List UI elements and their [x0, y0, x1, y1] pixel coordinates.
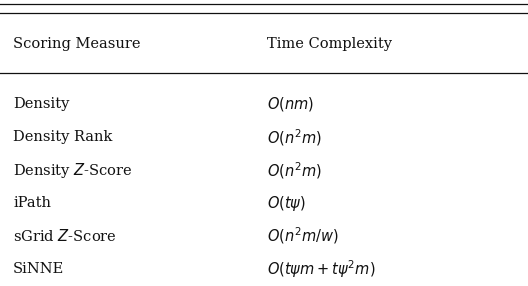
Text: Density $Z$-Score: Density $Z$-Score — [13, 161, 133, 180]
Text: $O(n^2m/w)$: $O(n^2m/w)$ — [267, 226, 338, 246]
Text: $O(n^2m)$: $O(n^2m)$ — [267, 160, 322, 180]
Text: Time Complexity: Time Complexity — [267, 37, 392, 51]
Text: $O(t\psi m + t\psi^2 m)$: $O(t\psi m + t\psi^2 m)$ — [267, 258, 375, 280]
Text: SiNNE: SiNNE — [13, 262, 64, 276]
Text: Density Rank: Density Rank — [13, 130, 112, 144]
Text: $O(nm)$: $O(nm)$ — [267, 96, 314, 113]
Text: $O(n^2m)$: $O(n^2m)$ — [267, 127, 322, 148]
Text: sGrid $Z$-Score: sGrid $Z$-Score — [13, 228, 117, 244]
Text: Density: Density — [13, 98, 70, 111]
Text: iPath: iPath — [13, 196, 51, 210]
Text: $O(t\psi)$: $O(t\psi)$ — [267, 194, 306, 212]
Text: Scoring Measure: Scoring Measure — [13, 37, 140, 51]
